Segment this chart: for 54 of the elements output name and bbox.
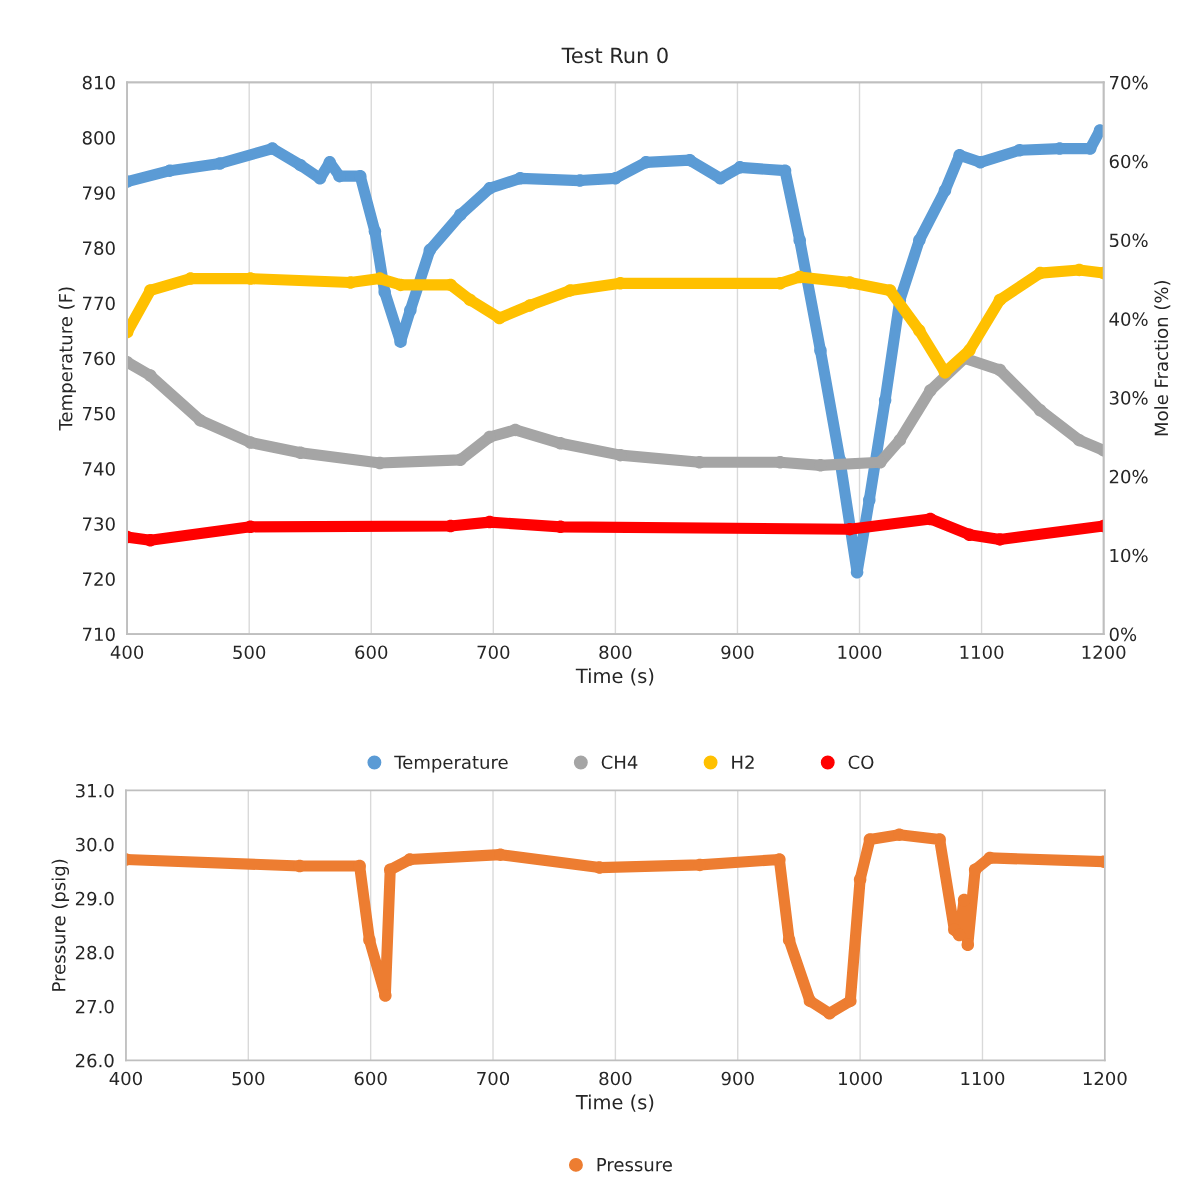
x-tick-label: 700 [477,645,510,660]
y-tick-label: 810 [82,75,115,90]
y-tick-label: 770 [83,296,115,311]
y2-tick-label: 40% [1109,312,1148,326]
x-tick-label: 400 [110,645,144,660]
x-tick-label: 600 [355,645,388,660]
y-axis-title: Temperature (F) [58,287,76,431]
y-tick-label: 800 [82,131,115,145]
y-tick-label: 760 [83,351,115,366]
legend-label: Temperature [394,755,508,773]
y-tick-label: 27.0 [75,999,114,1014]
y-axis-title: Pressure (psig) [51,859,70,991]
y2-tick-label: 50% [1109,233,1148,248]
y2-tick-label: 10% [1110,548,1148,563]
x-tick-label: 1200 [1082,645,1126,660]
y-tick-label: 710 [83,627,115,642]
x-tick-label: 1000 [838,645,882,660]
x-tick-label: 500 [233,645,266,660]
y2-tick-label: 30% [1109,391,1148,405]
y-tick-label: 28.0 [75,945,114,960]
y2-tick-label: 70% [1109,75,1148,90]
x-tick-label: 400 [109,1071,142,1086]
y2-axis-title: Mole Fraction (%) [1154,280,1171,436]
y2-tick-label: 20% [1109,469,1148,484]
x-tick-label: 900 [721,1071,754,1086]
x-tick-label: 900 [721,645,754,660]
y-tick-label: 730 [83,517,115,531]
legend-label: CO [848,755,874,770]
x-tick-label: 700 [477,1071,510,1086]
x-tick-label: 1000 [839,1071,882,1086]
y-tick-label: 720 [83,572,115,586]
x-axis-title: Time (s) [575,1094,654,1112]
y-tick-label: 780 [83,241,115,255]
y-tick-label: 790 [83,186,115,200]
legend-label: Pressure [597,1158,672,1172]
x-tick-label: 500 [232,1071,265,1086]
y-tick-label: 30.0 [75,837,114,852]
y-tick-label: 740 [83,461,115,476]
x-tick-label: 800 [599,1071,632,1086]
y-tick-label: 31.0 [75,783,114,798]
x-tick-label: 1200 [1083,1071,1127,1086]
x-axis-title: Time (s) [575,668,654,686]
x-tick-label: 1100 [961,1071,1005,1086]
legend-label: CH4 [601,755,638,770]
x-tick-label: 600 [354,1071,387,1086]
legend-label: H2 [732,755,754,769]
y-tick-label: 750 [83,406,115,421]
x-tick-label: 1100 [960,645,1004,660]
y2-tick-label: 60% [1109,154,1148,169]
y2-tick-label: 0% [1109,627,1137,642]
x-tick-label: 800 [599,645,632,660]
y-tick-label: 26.0 [75,1053,114,1068]
y-tick-label: 29.0 [75,891,114,906]
chart-title: Test Run 0 [561,47,668,64]
